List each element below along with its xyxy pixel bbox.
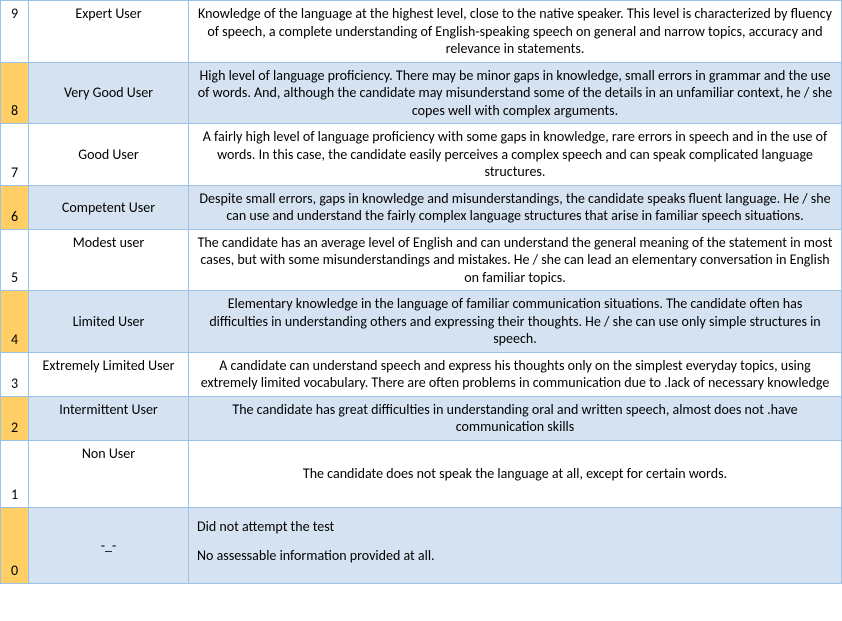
band-description-cell: The candidate has an average level of En… bbox=[189, 229, 842, 291]
band-label-cell: Good User bbox=[29, 124, 189, 186]
table-row: 1 Non User The candidate does not speak th… bbox=[1, 440, 842, 507]
band-label-cell: Extremely Limited User bbox=[29, 352, 189, 396]
band-description: The candidate does not speak the languag… bbox=[303, 465, 727, 483]
band-score-cell: 8 bbox=[1, 62, 29, 124]
band-score-cell: 9 bbox=[1, 1, 29, 63]
band-score: 6 bbox=[11, 208, 18, 225]
band-description: High level of language proficiency. Ther… bbox=[198, 67, 832, 119]
band-score: 0 bbox=[11, 562, 18, 579]
band-label: Extremely Limited User bbox=[35, 357, 182, 374]
band-description: The candidate has an average level of En… bbox=[198, 234, 833, 286]
ielts-band-table: 9 Expert User Knowledge of the language at… bbox=[0, 0, 842, 584]
band-score: 5 bbox=[11, 269, 18, 286]
band-score-cell: 5 bbox=[1, 229, 29, 291]
band-label-cell: Modest user bbox=[29, 229, 189, 291]
band-label-cell: -_- bbox=[29, 507, 189, 583]
table-row: 3 Extremely Limited User A candidate can u… bbox=[1, 352, 842, 396]
band-score: 3 bbox=[11, 375, 18, 392]
band-label: Modest user bbox=[35, 234, 182, 251]
band-score: 8 bbox=[11, 102, 18, 119]
band-description: A fairly high level of language proficie… bbox=[203, 128, 827, 180]
band-score-cell: 3 bbox=[1, 352, 29, 396]
band-label-cell: Limited User bbox=[29, 291, 189, 353]
band-label: Intermittent User bbox=[35, 401, 182, 418]
band-score: 4 bbox=[11, 331, 18, 348]
band-score: 2 bbox=[11, 419, 18, 436]
band-label: Limited User bbox=[35, 313, 182, 330]
band-description-cell: The candidate does not speak the languag… bbox=[189, 440, 842, 507]
band-label: Very Good User bbox=[35, 84, 182, 101]
band-description-cell: A fairly high level of language proficie… bbox=[189, 124, 842, 186]
table-row: 9 Expert User Knowledge of the language at… bbox=[1, 1, 842, 63]
band-label: Expert User bbox=[35, 5, 182, 22]
table-row: 0 -_- Did not attempt the test No assessabl… bbox=[1, 507, 842, 583]
band-description-cell: Elementary knowledge in the language of … bbox=[189, 291, 842, 353]
band-description-cell: A candidate can understand speech and ex… bbox=[189, 352, 842, 396]
table-row: 8 Very Good User High level of language pr… bbox=[1, 62, 842, 124]
band-description-cell: The candidate has great difficulties in … bbox=[189, 396, 842, 440]
band-label-cell: Expert User bbox=[29, 1, 189, 63]
band-label: Competent User bbox=[35, 199, 182, 216]
table-row: 6 Competent User Despite small errors, gap… bbox=[1, 185, 842, 229]
band-description-cell: High level of language proficiency. Ther… bbox=[189, 62, 842, 124]
band-label-cell: Very Good User bbox=[29, 62, 189, 124]
band-score-cell: 7 bbox=[1, 124, 29, 186]
band-description: Despite small errors, gaps in knowledge … bbox=[199, 190, 830, 225]
band-score-cell: 2 bbox=[1, 396, 29, 440]
table-row: 5 Modest user The candidate has an average… bbox=[1, 229, 842, 291]
table-row: 2 Intermittent User The candidate has grea… bbox=[1, 396, 842, 440]
band-description-cell: Knowledge of the language at the highest… bbox=[189, 1, 842, 63]
band-label: Non User bbox=[35, 445, 182, 462]
band-description-line: Did not attempt the test bbox=[197, 518, 833, 536]
table-row: 7 Good User A fairly high level of languag… bbox=[1, 124, 842, 186]
band-description-line: No assessable information provided at al… bbox=[197, 547, 833, 565]
band-description: A candidate can understand speech and ex… bbox=[201, 357, 830, 392]
band-label-cell: Non User bbox=[29, 440, 189, 507]
band-label: -_- bbox=[35, 537, 182, 554]
band-score-cell: 6 bbox=[1, 185, 29, 229]
band-score: 9 bbox=[11, 5, 18, 22]
band-description: The candidate has great difficulties in … bbox=[232, 401, 797, 436]
band-description-cell: Despite small errors, gaps in knowledge … bbox=[189, 185, 842, 229]
table-row: 4 Limited User Elementary knowledge in the… bbox=[1, 291, 842, 353]
band-score-cell: 4 bbox=[1, 291, 29, 353]
band-label-cell: Intermittent User bbox=[29, 396, 189, 440]
band-description: Knowledge of the language at the highest… bbox=[198, 5, 832, 57]
band-label-cell: Competent User bbox=[29, 185, 189, 229]
table-body: 9 Expert User Knowledge of the language at… bbox=[1, 1, 842, 584]
band-score-cell: 1 bbox=[1, 440, 29, 507]
band-label: Good User bbox=[35, 146, 182, 163]
band-score: 1 bbox=[11, 486, 18, 503]
band-description: Elementary knowledge in the language of … bbox=[209, 295, 820, 347]
band-score-cell: 0 bbox=[1, 507, 29, 583]
band-description-cell: Did not attempt the test No assessable in… bbox=[189, 507, 842, 583]
band-score: 7 bbox=[11, 164, 18, 181]
